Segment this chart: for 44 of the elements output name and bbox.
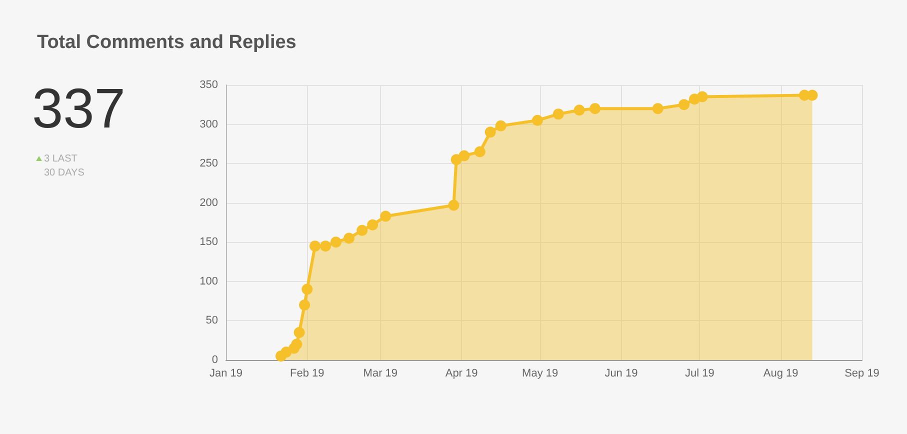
point — [302, 284, 313, 295]
point — [320, 240, 331, 252]
point — [458, 150, 470, 162]
point — [574, 104, 585, 116]
point — [678, 99, 690, 110]
point — [310, 240, 320, 252]
point — [330, 236, 342, 248]
y-tick-label: 0 — [212, 354, 218, 366]
point — [495, 120, 506, 132]
x-tick-label: Aug 19 — [763, 368, 798, 380]
point — [299, 300, 310, 310]
y-tick-label: 250 — [200, 158, 218, 170]
point — [474, 146, 486, 158]
x-tick-label: Jul 19 — [685, 368, 714, 380]
y-tick-label: 350 — [200, 79, 218, 91]
text: 3 LAST 30 DAYS — [44, 154, 85, 178]
point — [380, 210, 392, 222]
x-tick-label: Jan 19 — [209, 368, 243, 380]
point — [294, 327, 305, 338]
point — [532, 114, 543, 126]
y-tick-label: 150 — [200, 236, 218, 248]
point — [448, 200, 460, 211]
point — [367, 219, 378, 230]
x-tick-label: Apr 19 — [445, 368, 478, 380]
point — [356, 224, 368, 236]
x-tick-label: Jun 19 — [604, 368, 638, 380]
point — [344, 232, 355, 244]
point — [696, 91, 708, 102]
point — [590, 103, 601, 114]
y-tick-label: 100 — [200, 275, 218, 288]
point — [291, 338, 302, 350]
point — [484, 126, 496, 138]
x-tick-label: Mar 19 — [363, 368, 398, 380]
text: 337 — [32, 76, 126, 140]
chart-title: Total Comments and Replies — [37, 32, 296, 53]
point — [806, 90, 818, 101]
point — [552, 108, 564, 120]
x-tick-label: Feb 19 — [290, 368, 324, 380]
x-tick-label: Sep 19 — [844, 368, 880, 380]
y-tick-label: 200 — [200, 196, 218, 209]
y-tick-label: 50 — [206, 314, 218, 327]
point — [652, 103, 664, 114]
x-tick-label: May 19 — [522, 368, 558, 380]
y-tick-label: 300 — [200, 118, 218, 130]
